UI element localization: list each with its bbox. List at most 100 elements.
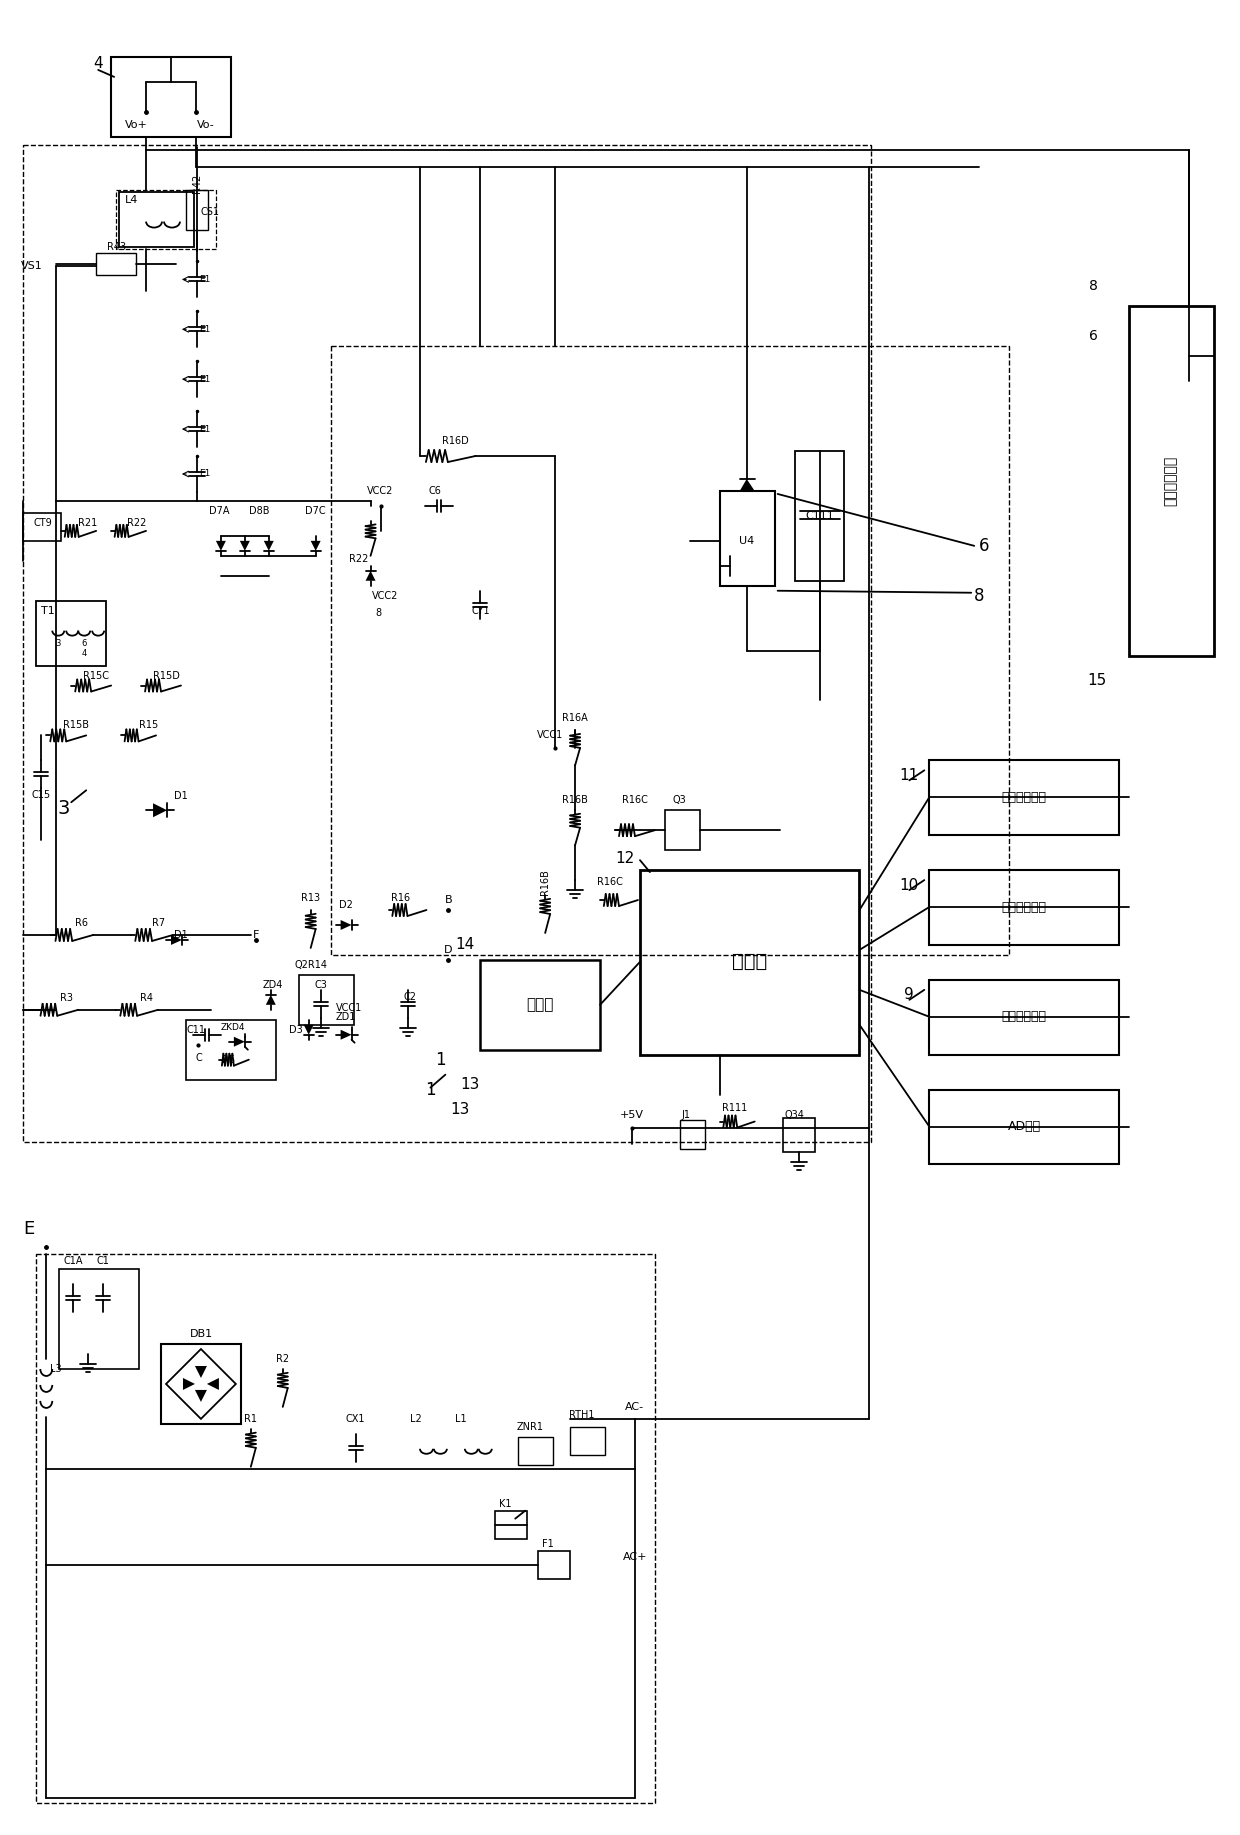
Bar [1128, 306, 1214, 655]
Text: 1: 1 [425, 1081, 435, 1099]
Bar [518, 1437, 553, 1464]
Polygon shape [184, 1378, 195, 1389]
Text: 13: 13 [450, 1103, 470, 1118]
Text: E1: E1 [200, 275, 211, 284]
Bar [665, 811, 699, 850]
Text: 红外感应电路: 红外感应电路 [1002, 901, 1047, 914]
Text: ZNR1: ZNR1 [517, 1422, 543, 1431]
Text: 1: 1 [435, 1051, 445, 1068]
Text: 8: 8 [1090, 279, 1099, 294]
Text: E1: E1 [200, 325, 211, 334]
Text: RTH1: RTH1 [569, 1409, 595, 1420]
Bar [97, 253, 136, 275]
Bar [36, 600, 107, 666]
Text: R43: R43 [107, 242, 125, 251]
Text: Q3: Q3 [673, 795, 687, 806]
Text: VS1: VS1 [20, 261, 42, 272]
Text: 9: 9 [904, 987, 914, 1002]
Text: C3: C3 [314, 980, 327, 989]
Text: C2: C2 [404, 993, 417, 1002]
Text: R16: R16 [391, 894, 410, 903]
Text: L4: L4 [124, 195, 138, 206]
Text: R16C: R16C [622, 795, 649, 806]
Text: 6: 6 [82, 639, 87, 648]
Text: R13: R13 [301, 894, 320, 903]
Text: R22: R22 [128, 517, 146, 528]
Text: 时区获取单元: 时区获取单元 [1002, 1011, 1047, 1024]
Bar [24, 145, 872, 1143]
Text: 8: 8 [973, 587, 985, 606]
Text: D2: D2 [339, 899, 352, 910]
Text: 10: 10 [900, 877, 919, 892]
Text: L1: L1 [455, 1415, 466, 1424]
Text: +5V: +5V [620, 1110, 644, 1119]
Text: L2: L2 [409, 1415, 422, 1424]
Polygon shape [366, 571, 376, 580]
Text: R15B: R15B [63, 721, 89, 730]
Text: R15D: R15D [153, 670, 180, 681]
Text: B: B [445, 895, 453, 905]
Bar [640, 870, 859, 1055]
Bar [538, 1551, 570, 1578]
Text: C11: C11 [186, 1024, 206, 1035]
Text: D: D [444, 945, 453, 954]
Text: 14: 14 [456, 938, 475, 952]
Text: E1: E1 [200, 374, 211, 384]
Text: C15: C15 [32, 791, 51, 800]
Bar [186, 1020, 275, 1079]
Bar [24, 514, 61, 541]
Text: E1: E1 [200, 424, 211, 433]
Text: C111: C111 [805, 510, 835, 521]
Bar [929, 980, 1118, 1055]
Text: 4: 4 [93, 57, 103, 72]
Text: D7C: D7C [305, 506, 326, 516]
Text: R21: R21 [78, 517, 97, 528]
Text: D7A: D7A [208, 506, 229, 516]
Text: R3: R3 [60, 993, 73, 1002]
Bar [782, 1118, 815, 1152]
Text: R16B: R16B [562, 795, 588, 806]
Text: AD转换: AD转换 [1008, 1119, 1040, 1132]
Polygon shape [195, 1389, 207, 1402]
Bar [161, 1343, 241, 1424]
Bar [36, 1255, 655, 1804]
Text: 8: 8 [376, 607, 382, 618]
Bar [117, 189, 216, 250]
Bar [60, 1270, 139, 1369]
Text: R16A: R16A [562, 714, 588, 723]
Text: R22: R22 [348, 554, 368, 563]
Text: T1: T1 [41, 606, 55, 617]
Text: VCC2: VCC2 [367, 486, 394, 495]
Text: D8B: D8B [248, 506, 269, 516]
Text: 信号采样电路: 信号采样电路 [1164, 455, 1178, 506]
Polygon shape [740, 479, 755, 492]
Text: 12: 12 [616, 851, 635, 866]
Text: Vo+: Vo+ [125, 119, 148, 130]
Polygon shape [171, 936, 182, 945]
Text: C: C [196, 1053, 202, 1062]
Text: VCC1: VCC1 [336, 1002, 362, 1013]
Text: R16D: R16D [441, 437, 469, 446]
Bar [112, 57, 231, 138]
Text: DB1: DB1 [190, 1329, 212, 1340]
Text: R2: R2 [277, 1354, 289, 1363]
Text: R15C: R15C [83, 670, 109, 681]
Text: CT9: CT9 [33, 517, 52, 528]
Text: 计时器: 计时器 [527, 996, 554, 1013]
Bar [929, 1090, 1118, 1165]
Bar [929, 870, 1118, 945]
Text: VCC2: VCC2 [372, 591, 399, 600]
Polygon shape [239, 541, 249, 550]
Text: CX1: CX1 [346, 1415, 366, 1424]
Text: Vo-: Vo- [197, 119, 215, 130]
Text: 6: 6 [978, 538, 990, 554]
Text: 13: 13 [460, 1077, 480, 1092]
Polygon shape [264, 541, 274, 550]
Bar [495, 1510, 527, 1538]
Text: D1: D1 [174, 930, 188, 940]
Text: R16C: R16C [598, 877, 622, 886]
Text: F1: F1 [542, 1538, 554, 1549]
Polygon shape [311, 541, 321, 550]
Polygon shape [195, 1365, 207, 1378]
Text: CS1: CS1 [201, 207, 219, 217]
